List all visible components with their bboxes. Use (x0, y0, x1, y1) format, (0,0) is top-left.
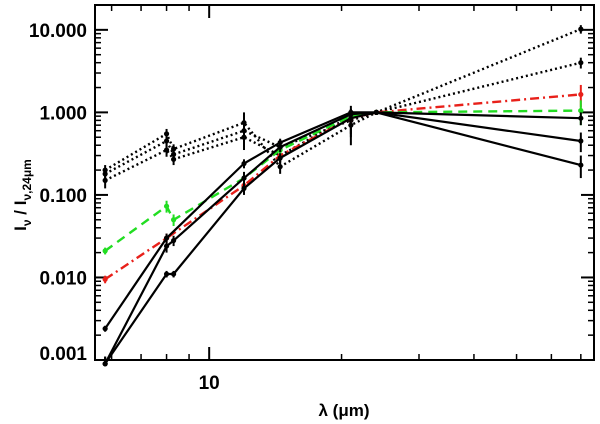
major-ticks (95, 5, 594, 361)
plot-frame (94, 4, 595, 361)
data-point (348, 115, 354, 121)
series-line (104, 111, 377, 182)
data-point (102, 361, 108, 367)
data-point (578, 26, 584, 32)
y-tick-label: 0.001 (39, 344, 87, 365)
data-point (241, 134, 247, 140)
series-solid-3 (102, 105, 584, 367)
y-tick-label: 1.000 (39, 103, 87, 124)
series-line (104, 111, 581, 330)
data-point (578, 138, 584, 144)
data-point (578, 108, 584, 114)
data-point (277, 155, 283, 161)
y-tick-label: 0.010 (39, 268, 87, 289)
data-point (163, 235, 170, 241)
data-point (241, 175, 247, 181)
data-point (163, 147, 170, 153)
data-point (163, 243, 170, 249)
data-point (578, 60, 584, 66)
y-tick-label: 10.000 (29, 21, 87, 42)
data-point (102, 326, 108, 332)
data-point (170, 237, 177, 244)
data-point (578, 115, 584, 121)
series-line (104, 27, 582, 172)
data-point (277, 140, 283, 146)
data-point (163, 138, 170, 144)
data-point (170, 217, 177, 223)
minor-ticks (95, 5, 594, 360)
data-point (578, 162, 584, 168)
data-point (163, 203, 170, 209)
data-point (241, 185, 247, 191)
data-point (277, 164, 283, 170)
series-line (104, 111, 581, 365)
x-tick-label: 10 (199, 373, 220, 394)
data-point (241, 160, 247, 167)
data-point (578, 91, 584, 98)
y-tick-labels: 0.001 0.010 0.100 1.000 10.000 (29, 21, 88, 365)
data-point (163, 131, 170, 137)
data-point (102, 276, 108, 282)
y-axis-label: Iν / Iν,24μm (11, 159, 34, 231)
data-point (170, 156, 177, 162)
data-point (102, 248, 108, 254)
data-point (373, 109, 379, 115)
data-point (277, 144, 283, 150)
data-point (163, 271, 170, 277)
y-tick-label: 0.100 (39, 186, 87, 207)
series-layer (102, 25, 584, 367)
data-point (170, 271, 177, 277)
data-point (102, 177, 108, 183)
x-axis-label: λ (μm) (318, 401, 369, 420)
x-tick-labels: 10 (199, 373, 220, 394)
